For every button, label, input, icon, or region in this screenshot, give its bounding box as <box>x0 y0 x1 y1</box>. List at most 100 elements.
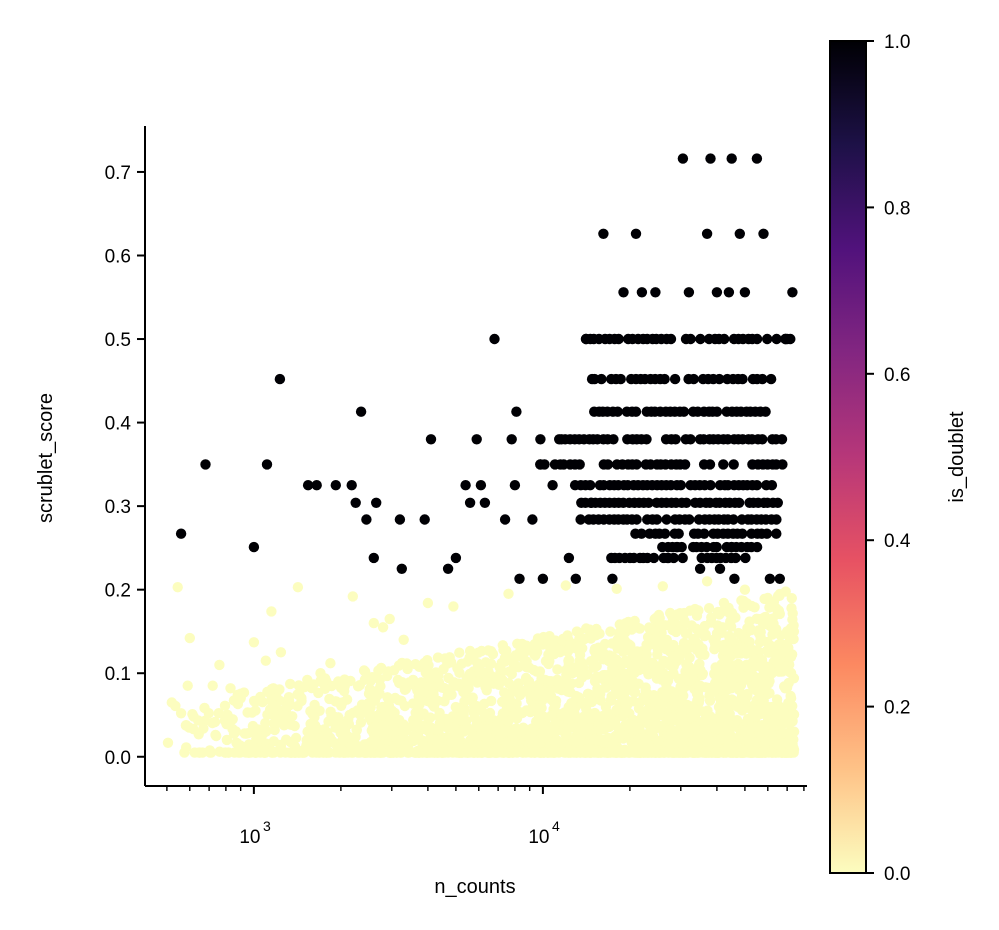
singlet-point <box>709 644 720 655</box>
singlet-point <box>646 657 658 668</box>
singlet-point <box>644 624 656 635</box>
singlet-point <box>423 742 434 753</box>
doublet-point <box>630 406 642 417</box>
singlet-point <box>556 710 567 721</box>
doublet-point <box>734 228 745 239</box>
singlet-point <box>574 661 585 672</box>
doublet-point <box>673 528 684 539</box>
x-tick-label-exponent: 4 <box>552 818 560 834</box>
singlet-point <box>672 609 683 620</box>
doublet-point <box>718 459 729 470</box>
singlet-point <box>520 747 531 758</box>
singlet-point <box>560 665 572 676</box>
singlet-point <box>729 682 741 693</box>
doublet-point <box>695 333 706 345</box>
singlet-point <box>499 687 510 698</box>
singlet-point <box>399 700 411 712</box>
doublet-point <box>671 541 682 553</box>
singlet-point <box>711 628 723 639</box>
singlet-point <box>701 708 713 719</box>
singlet-point <box>534 717 545 728</box>
singlet-point <box>545 690 557 701</box>
singlet-point <box>680 628 692 639</box>
singlet-point <box>521 662 532 673</box>
doublet-point <box>733 497 745 508</box>
singlet-point <box>309 699 320 711</box>
singlet-point <box>477 747 488 758</box>
singlet-point <box>330 722 341 733</box>
singlet-point <box>664 670 675 681</box>
singlet-point <box>428 698 439 709</box>
doublet-point <box>631 459 642 470</box>
doublet-point <box>737 528 748 539</box>
singlet-point <box>647 727 658 738</box>
singlet-point <box>448 601 459 612</box>
singlet-point <box>610 719 621 730</box>
singlet-point <box>657 581 668 592</box>
singlet-point <box>734 702 745 713</box>
singlet-point <box>336 744 347 756</box>
colorbar-tick-label: 0.8 <box>884 198 910 219</box>
singlet-point <box>715 734 727 745</box>
singlet-point <box>419 657 430 669</box>
singlet-point <box>688 634 699 645</box>
doublet-point <box>575 514 586 525</box>
singlet-point <box>365 747 376 758</box>
singlet-point <box>598 648 609 659</box>
singlet-point <box>338 681 350 692</box>
doublet-point <box>261 459 273 470</box>
singlet-point <box>255 691 266 703</box>
singlet-point <box>518 724 529 735</box>
doublet-point <box>607 573 618 584</box>
singlet-point <box>491 745 503 756</box>
singlet-point <box>384 613 395 625</box>
singlet-point <box>766 735 777 746</box>
singlet-point <box>691 740 703 752</box>
singlet-point <box>350 731 361 743</box>
doublet-point <box>677 153 689 164</box>
doublet-point <box>537 573 549 584</box>
singlet-point <box>382 670 393 682</box>
singlet-point <box>762 688 773 700</box>
singlet-point <box>214 659 225 671</box>
singlet-point <box>219 700 231 711</box>
singlet-point <box>788 726 800 737</box>
doublet-point <box>615 373 626 385</box>
singlet-point <box>383 700 395 712</box>
singlet-point <box>784 666 795 678</box>
singlet-point <box>719 667 730 678</box>
singlet-point <box>630 659 641 671</box>
singlet-point <box>416 685 427 697</box>
singlet-point <box>375 747 386 758</box>
colorbar-tick-label: 0.6 <box>884 365 910 386</box>
doublet-point <box>771 333 782 345</box>
doublet-point <box>574 459 585 470</box>
singlet-point <box>712 620 723 631</box>
singlet-point <box>207 680 218 691</box>
y-tick-label: 0.5 <box>105 330 131 351</box>
singlet-point <box>476 705 487 716</box>
singlet-point <box>712 723 723 735</box>
singlet-point <box>372 726 383 738</box>
doublet-point <box>688 373 699 385</box>
doublet-point <box>641 434 652 445</box>
singlet-point <box>739 584 751 595</box>
singlet-point <box>775 709 786 721</box>
doublet-point <box>535 459 546 470</box>
doublet-point <box>765 373 777 385</box>
doublet-point <box>728 459 739 470</box>
singlet-point <box>291 747 302 758</box>
doublet-point <box>678 406 690 417</box>
doublet-point <box>685 434 696 445</box>
singlet-point <box>627 714 639 725</box>
colorbar-ticks: 0.0 0.2 0.4 0.6 0.8 1.0 <box>866 32 911 885</box>
singlet-point <box>205 747 217 758</box>
singlet-point <box>703 603 715 614</box>
doublet-point <box>361 514 372 525</box>
doublet-point <box>464 497 476 508</box>
y-tick-label: 0.0 <box>105 748 131 769</box>
singlet-point <box>509 736 521 747</box>
singlet-point <box>608 665 620 676</box>
doublet-point <box>450 552 462 564</box>
singlet-point <box>691 623 702 634</box>
